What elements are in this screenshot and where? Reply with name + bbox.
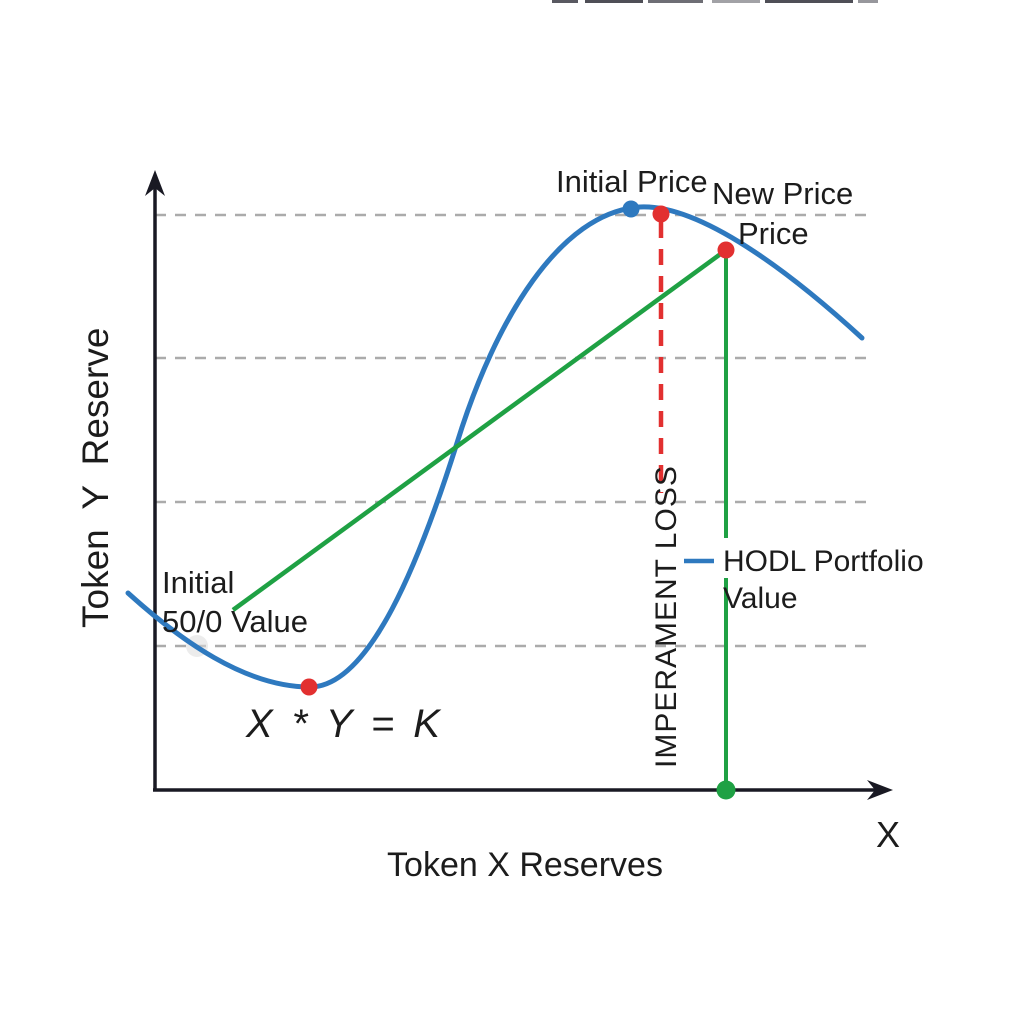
- x-axis-arrowhead: [867, 780, 893, 800]
- impermanent-loss-label: IMPERAMENT LOSS: [650, 465, 683, 768]
- artifact-bar: [648, 0, 703, 3]
- legend-label-line2: Value: [723, 582, 798, 615]
- artifact-bar: [585, 0, 643, 3]
- x-axis-label: Token X Reserves: [387, 846, 663, 884]
- formula-label: X * Y = K: [245, 702, 444, 746]
- price-label: Price: [738, 216, 809, 251]
- legend-label-line1: HODL Portfolio: [723, 545, 924, 578]
- y-axis-arrowhead: [145, 170, 165, 196]
- amm-curve: [125, 204, 865, 690]
- new-price-point: [717, 241, 735, 259]
- initial-value-label-line2: 50/0 Value: [162, 604, 308, 639]
- artifact-bar: [712, 0, 760, 3]
- initial-price-point: [622, 200, 640, 218]
- x-axis-green-point: [716, 780, 736, 800]
- y-axis-label: Token Y Reserve: [75, 328, 116, 628]
- x-axis-symbol: X: [876, 814, 900, 855]
- curve-minimum-point: [300, 678, 318, 696]
- artifact-bar: [552, 0, 578, 3]
- new-price-label: New Price: [712, 176, 853, 211]
- initial-price-label: Initial Price: [556, 164, 708, 199]
- initial-value-label-line1: Initial: [162, 565, 234, 600]
- pool-shift-point: [652, 205, 670, 223]
- top-edge-artifact: [552, 0, 878, 3]
- artifact-bar: [858, 0, 878, 3]
- hodl-line: [231, 248, 728, 612]
- artifact-bar: [765, 0, 853, 3]
